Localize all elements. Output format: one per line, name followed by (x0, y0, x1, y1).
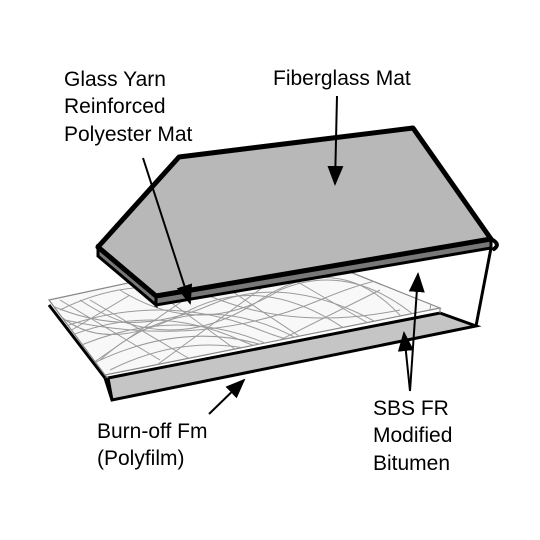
diagram-svg (0, 0, 540, 540)
